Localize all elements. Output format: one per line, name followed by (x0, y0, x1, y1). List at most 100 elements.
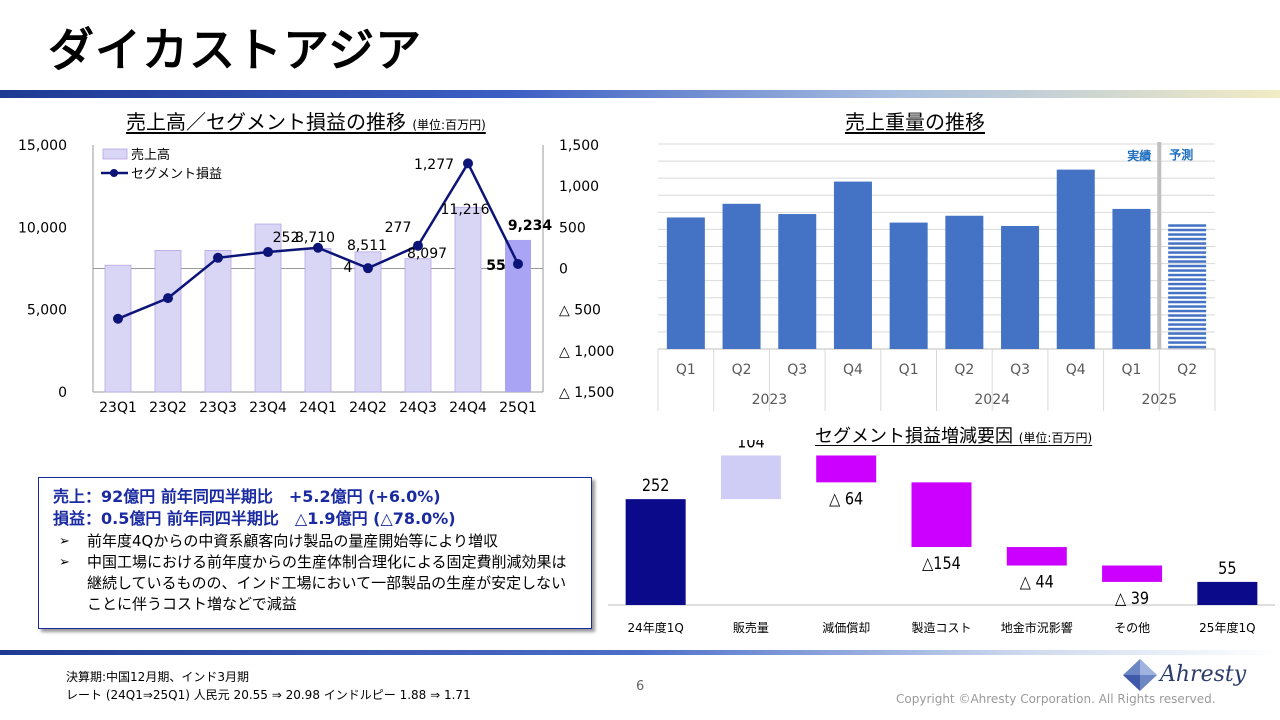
forecast-stripe (1168, 282, 1207, 286)
segment-profit-point (263, 247, 273, 258)
legend-sales-swatch (102, 148, 128, 160)
sales-data-label: 11,216 (441, 202, 490, 218)
logo-text: Ahresty (1160, 662, 1247, 687)
forecast-stripe (1168, 264, 1207, 268)
page-title: ダイカストアジア (48, 23, 423, 77)
forecast-annotation: 予測 (1169, 147, 1193, 162)
summary-bullet: 中国工場における前年度からの生産体制合理化による固定費削減効果は継続しているもの… (53, 552, 577, 615)
x-tick-label: 23Q1 (99, 400, 137, 416)
x-tick-label: Q2 (954, 362, 974, 378)
x-tick-label: 23Q4 (249, 400, 287, 416)
sales-chart-unit: (単位:百万円) (412, 118, 486, 132)
forecast-stripe (1168, 251, 1207, 254)
forecast-stripe (1168, 300, 1207, 304)
sales-data-label: 8,097 (407, 246, 447, 262)
x-tick-label: 23Q2 (149, 400, 187, 416)
year-group-label: 2025 (1141, 392, 1177, 408)
sales-data-label: 9,234 (508, 218, 553, 234)
x-tick-label: Q1 (899, 362, 919, 378)
forecast-stripe (1168, 242, 1207, 245)
sales-bar (454, 206, 482, 393)
weight-bar-forecast (1168, 224, 1207, 349)
left-tick-label: 10,000 (18, 220, 67, 236)
weight-bar (945, 215, 984, 349)
left-tick-label: 15,000 (18, 138, 67, 154)
fiscal-note: 決算期:中国12月期、インド3月期 (66, 670, 249, 684)
weight-bar (833, 181, 872, 349)
profit-data-label: 4 (344, 260, 353, 276)
x-tick-label: その他 (1114, 621, 1150, 635)
forecast-stripe (1168, 273, 1207, 277)
forecast-stripe (1168, 323, 1207, 326)
forecast-divider (1157, 142, 1162, 349)
header-divider (0, 90, 1280, 98)
sales-segment-chart: 0 5,000 10,000 15,000 △ 1,500 △ 1,000 △ 500 0 50… (18, 138, 614, 416)
copyright: Copyright ©Ahresty Corporation. All Righ… (896, 692, 1216, 706)
segment-profit-point (363, 263, 373, 274)
weight-bar (1001, 226, 1040, 349)
x-tick-label: 23Q3 (199, 400, 237, 416)
weight-bar (778, 214, 817, 349)
waterfall-data-label: △ 44 (1020, 571, 1054, 591)
forecast-stripe (1168, 314, 1207, 317)
sales-data-label: 8,511 (347, 238, 387, 254)
x-tick-label: Q4 (1066, 362, 1086, 378)
summary-bullet: 前年度4Qからの中資系顧客向け製品の量産開始等により増収 (53, 531, 577, 552)
logo-mark-icon (1123, 659, 1157, 691)
right-tick-label: 1,500 (559, 138, 599, 154)
actual-annotation: 実績 (1127, 148, 1151, 163)
forecast-stripe (1168, 278, 1207, 281)
segment-profit-point (463, 158, 473, 169)
x-tick-label: Q1 (676, 362, 696, 378)
waterfall-data-label: 55 (1218, 558, 1236, 578)
year-group-label: 2023 (752, 392, 788, 408)
weight-bar (722, 203, 761, 349)
forecast-stripe (1168, 269, 1207, 272)
profit-data-label: 55 (486, 258, 505, 274)
x-tick-label: 24Q3 (399, 400, 437, 416)
segment-profit-point (113, 313, 123, 324)
waterfall-bar (625, 499, 686, 605)
segment-profit-point (513, 258, 523, 269)
segment-profit-point (213, 252, 223, 263)
waterfall-data-label: 252 (642, 475, 670, 495)
right-tick-label: 0 (559, 262, 568, 278)
weight-chart-title: 売上重量の推移 (845, 110, 985, 134)
sales-chart-title: 売上高／セグメント損益の推移 (単位:百万円) (126, 106, 486, 135)
forecast-stripe (1168, 237, 1207, 241)
right-tick-label: △ 1,500 (559, 385, 614, 401)
x-tick-label: Q2 (1177, 362, 1197, 378)
waterfall-bar (816, 455, 877, 483)
legend-sales-label: 売上高 (131, 147, 170, 163)
sales-bar (354, 251, 382, 393)
waterfall-data-label: 104 (737, 440, 765, 452)
forecast-stripe (1168, 233, 1207, 236)
forecast-stripe (1168, 260, 1207, 263)
page-number: 6 (636, 679, 645, 694)
summary-bullets: 前年度4Qからの中資系顧客向け製品の量産開始等により増収 中国工場における前年度… (53, 531, 577, 615)
waterfall-bar (1006, 547, 1067, 566)
profit-data-label: 1,277 (414, 157, 454, 173)
x-tick-label: Q2 (732, 362, 752, 378)
summary-box: 売上：92億円 前年同四半期比 +5.2億円 (+6.0%) 損益：0.5億円 … (38, 477, 592, 629)
legend-profit-marker (110, 169, 118, 177)
waterfall-chart-title: セグメント損益増減要因 (単位:百万円) (815, 422, 1092, 448)
forecast-stripe (1168, 287, 1207, 290)
forecast-stripe (1168, 246, 1207, 250)
weight-bar (1112, 208, 1151, 349)
waterfall-bar (911, 482, 972, 548)
sales-bar (104, 264, 132, 393)
waterfall-bar (1102, 565, 1163, 582)
right-tick-label: △ 500 (559, 303, 601, 319)
segment-profit-point (413, 240, 423, 251)
right-tick-label: 500 (559, 220, 586, 236)
forecast-stripe (1168, 345, 1207, 349)
sales-bar (404, 258, 432, 393)
forecast-stripe (1168, 327, 1207, 331)
sales-data-label: 8,710 (295, 230, 335, 246)
waterfall-data-label: △ 64 (829, 488, 863, 508)
x-tick-label: 販売量 (733, 620, 769, 635)
left-tick-label: 5,000 (27, 303, 67, 319)
year-group-label: 2024 (974, 392, 1010, 408)
